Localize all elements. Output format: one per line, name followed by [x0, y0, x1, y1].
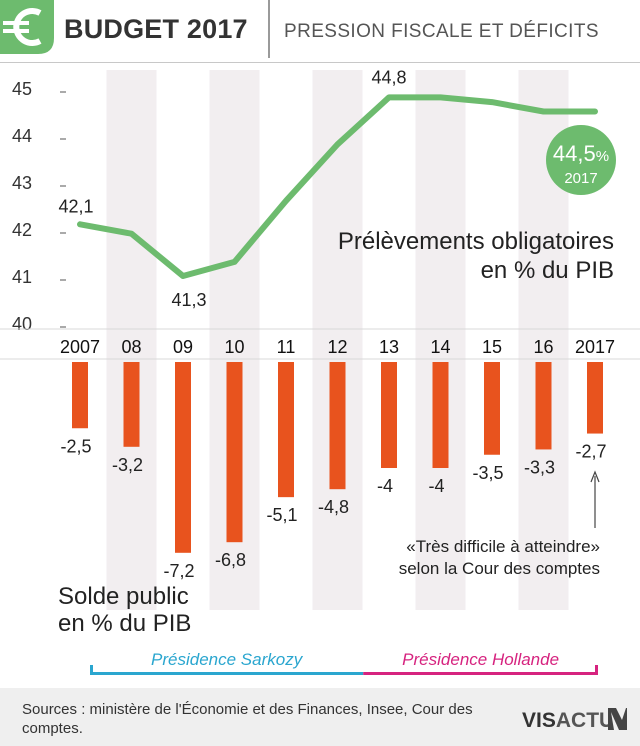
bar-data-label: -4 — [377, 476, 393, 496]
bar-data-label: -2,5 — [60, 436, 91, 456]
bar-series-title: en % du PIB — [58, 610, 191, 637]
presidency-label: Présidence Hollande — [402, 650, 559, 669]
bar — [484, 362, 500, 455]
bar — [175, 362, 191, 553]
bar-data-label: -3,5 — [472, 463, 503, 483]
bar-data-label: -3,3 — [524, 457, 555, 477]
y-tick-label: 41 — [12, 267, 32, 287]
presidency-bar — [363, 672, 598, 675]
header: BUDGET 2017 PRESSION FISCALE ET DÉFICITS — [0, 0, 640, 64]
x-tick-label: 08 — [121, 337, 141, 357]
presidency-label: Présidence Sarkozy — [151, 650, 304, 669]
bar-data-label: -3,2 — [112, 455, 143, 475]
bar — [381, 362, 397, 468]
y-tick-label: 44 — [12, 126, 32, 146]
svg-text:VISACTU: VISACTU — [522, 709, 614, 732]
chart-labels: 42,1 41,3 44,8 44,5% 2017 Prélèvements obliga… — [58, 67, 616, 637]
line-path — [77, 94, 598, 279]
x-tick-label: 10 — [224, 337, 244, 357]
line-data-label: 42,1 — [58, 196, 93, 216]
x-tick-label: 12 — [327, 337, 347, 357]
presidency-timeline: Présidence Sarkozy Présidence Hollande — [90, 650, 598, 675]
line-series — [77, 94, 598, 279]
bar — [587, 362, 603, 434]
x-tick-label: 09 — [173, 337, 193, 357]
bar — [535, 362, 552, 450]
page-title: BUDGET 2017 — [64, 14, 248, 44]
footer: Sources : ministère de l'Économie et des… — [0, 688, 640, 746]
bar-series-title: Solde public — [58, 583, 189, 610]
x-tick-label: 11 — [277, 337, 296, 357]
year-band — [106, 70, 157, 610]
visactu-logo: VISACTU — [522, 708, 627, 732]
presidency-bar — [90, 672, 364, 675]
y-tick-label: 43 — [12, 173, 32, 193]
bar — [278, 362, 294, 498]
annotation-text: selon la Cour des comptes — [399, 559, 600, 578]
highlight-value: 44,5% — [553, 141, 609, 166]
bar-data-label: -4,8 — [318, 497, 349, 517]
x-tick-label: 16 — [533, 337, 553, 357]
euro-icon — [0, 0, 54, 54]
annotation-arrowhead — [590, 470, 600, 483]
presidency-tick — [595, 665, 598, 675]
line-series-title: Prélèvements obligatoires — [338, 228, 614, 255]
x-tick-label: 2017 — [575, 337, 615, 357]
x-tick-label: 15 — [482, 337, 502, 357]
bar — [432, 362, 449, 468]
y-tick-label: 45 — [12, 79, 32, 99]
y-axis: 40 41 42 43 44 45 2007 08 09 10 11 12 13 14 15 16 2017 — [0, 79, 640, 360]
annotation-text: «Très difficile à atteindre» — [406, 537, 600, 556]
bar-data-label: -5,1 — [266, 505, 297, 525]
header-divider — [268, 0, 270, 58]
x-tick-label: 2007 — [60, 337, 100, 357]
x-tick-label: 13 — [379, 337, 399, 357]
line-series-title: en % du PIB — [481, 257, 614, 284]
chart: 40 41 42 43 44 45 2007 08 09 10 11 12 13 14 15 16 2017 4… — [0, 67, 640, 675]
bar-data-label: -7,2 — [163, 561, 194, 581]
y-tick-label: 42 — [12, 220, 32, 240]
year-band — [415, 70, 466, 610]
x-tick-label: 14 — [430, 337, 450, 357]
bar-data-label: -2,7 — [575, 442, 606, 462]
sources-text: Sources : ministère de l'Économie et des… — [22, 701, 473, 737]
line-data-label: 44,8 — [371, 67, 406, 87]
header-rule — [0, 62, 640, 63]
bar — [329, 362, 346, 490]
presidency-tick — [90, 665, 93, 675]
page-subtitle: PRESSION FISCALE ET DÉFICITS — [284, 21, 599, 42]
bar — [72, 362, 88, 429]
y-tick-label: 40 — [12, 314, 32, 334]
bar-series — [72, 362, 603, 553]
bar — [226, 362, 243, 543]
bar-data-label: -4 — [428, 476, 444, 496]
highlight-bubble — [546, 125, 616, 195]
bar-data-label: -6,8 — [215, 550, 246, 570]
highlight-year: 2017 — [564, 170, 597, 187]
line-data-label: 41,3 — [171, 290, 206, 310]
bar — [123, 362, 140, 447]
